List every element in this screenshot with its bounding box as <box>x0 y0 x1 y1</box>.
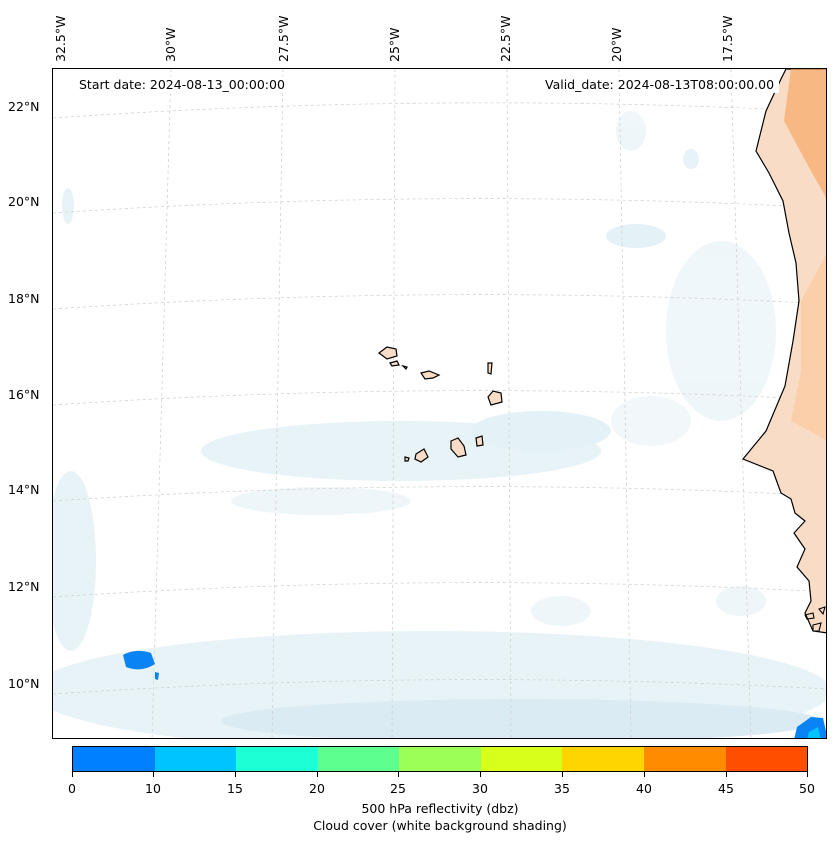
gridline-lat-12n <box>53 582 826 598</box>
colorbar-title: 500 hPa reflectivity (dbz) <box>361 801 519 816</box>
cloud-patch <box>221 699 821 738</box>
lon-label-27-5w: 27.5°W <box>276 15 291 62</box>
colorbar-tick-label: 50 <box>799 781 815 796</box>
colorbar-tick <box>72 772 73 777</box>
colorbar-tick <box>317 772 318 777</box>
lon-label-17-5w: 17.5°W <box>720 15 735 62</box>
gridline-lon-20w <box>618 69 632 738</box>
lon-label-22-5w: 22.5°W <box>498 15 513 62</box>
lat-label-18n: 18°N <box>8 291 40 306</box>
cloud-patch <box>53 471 96 651</box>
africa-land <box>742 69 826 634</box>
lat-label-20n: 20°N <box>8 194 40 209</box>
valid-date-label: Valid_date: 2024-08-13T08:00:00.00 <box>540 76 780 93</box>
colorbar-segment <box>562 747 644 771</box>
island-brava <box>404 456 410 462</box>
colorbar-tick <box>644 772 645 777</box>
lat-label-22n: 22°N <box>8 99 40 114</box>
start-date-label: Start date: 2024-08-13_00:00:00 <box>74 76 290 93</box>
colorbar-tick-label: 45 <box>718 781 734 796</box>
colorbar-segment <box>73 747 155 771</box>
gridline-lon-22-5w <box>506 69 512 738</box>
gridline-lon-30w <box>151 69 172 738</box>
colorbar <box>72 746 808 772</box>
gridline-lat-22n <box>53 102 826 119</box>
cloud-patch <box>683 149 699 169</box>
colorbar-segment <box>236 747 318 771</box>
reflectivity-layer <box>123 650 826 738</box>
gridline-lon-17-5w <box>730 69 752 738</box>
cloud-cover-layer <box>53 111 826 738</box>
island-boa-vista <box>487 390 503 406</box>
bijagos-islands <box>804 606 826 632</box>
colorbar-tick <box>480 772 481 777</box>
cloud-patch <box>616 111 646 151</box>
lon-label-30w: 30°W <box>163 27 178 62</box>
colorbar-segment <box>317 747 400 771</box>
gridline-lon-25w <box>391 69 396 738</box>
cloud-patch <box>606 224 666 248</box>
lat-label-14n: 14°N <box>8 482 40 497</box>
lon-label-20w: 20°W <box>609 27 624 62</box>
cloud-patch <box>531 596 591 626</box>
cloud-patch <box>611 396 691 446</box>
island-santiago <box>450 437 467 458</box>
cloud-patch <box>666 241 776 421</box>
island-fogo <box>414 448 429 463</box>
colorbar-segment <box>480 747 563 771</box>
colorbar-segment <box>399 747 481 771</box>
lat-label-12n: 12°N <box>8 579 40 594</box>
colorbar-tick <box>398 772 399 777</box>
island-sal <box>487 362 493 375</box>
lat-label-16n: 16°N <box>8 387 40 402</box>
cloud-patch <box>231 487 411 515</box>
gridline-lat-20n <box>53 198 826 214</box>
island-santa-luzia <box>401 364 408 371</box>
island-outline <box>812 622 822 632</box>
cloud-patch <box>471 411 611 451</box>
reflectivity-cell <box>155 672 159 680</box>
colorbar-segment <box>643 747 726 771</box>
reflectivity-cell <box>123 650 155 670</box>
map-canvas <box>53 69 826 738</box>
colorbar-tick-label: 15 <box>227 781 243 796</box>
map-panel[interactable] <box>52 68 827 739</box>
cloud-patch <box>62 188 74 224</box>
colorbar-tick-label: 40 <box>636 781 652 796</box>
colorbar-tick <box>562 772 563 777</box>
gridline-lon-27-5w <box>271 69 284 738</box>
lat-label-10n: 10°N <box>8 676 40 691</box>
gridline-lat-14n <box>53 486 826 502</box>
sahara-warm-shading <box>784 69 826 198</box>
colorbar-subtitle: Cloud cover (white background shading) <box>313 818 567 833</box>
colorbar-tick-label: 0 <box>68 781 76 796</box>
colorbar-tick-label: 10 <box>145 781 161 796</box>
colorbar-tick-label: 35 <box>554 781 570 796</box>
island-sao-nicolau <box>420 370 441 380</box>
cape-verde-islands <box>378 346 503 463</box>
island-outline <box>818 606 826 616</box>
colorbar-tick <box>153 772 154 777</box>
reflectivity-cell <box>807 727 821 738</box>
cloud-patch <box>716 586 766 616</box>
lon-label-32-5w: 32.5°W <box>53 15 68 62</box>
colorbar-segment <box>725 747 808 771</box>
land-layer <box>742 69 826 634</box>
sahara-warm-shading <box>791 254 826 440</box>
colorbar-tick-label: 25 <box>390 781 406 796</box>
colorbar-segment <box>154 747 237 771</box>
lon-label-25w: 25°W <box>387 27 402 62</box>
island-outline <box>804 612 815 620</box>
island-sao-vicente <box>389 360 400 367</box>
island-maio <box>475 435 484 447</box>
island-santo-antao <box>378 346 398 360</box>
graticule <box>53 69 826 738</box>
colorbar-tick-label: 30 <box>472 781 488 796</box>
colorbar-tick-label: 20 <box>309 781 325 796</box>
colorbar-tick <box>807 772 808 777</box>
colorbar-tick <box>235 772 236 777</box>
colorbar-tick <box>726 772 727 777</box>
